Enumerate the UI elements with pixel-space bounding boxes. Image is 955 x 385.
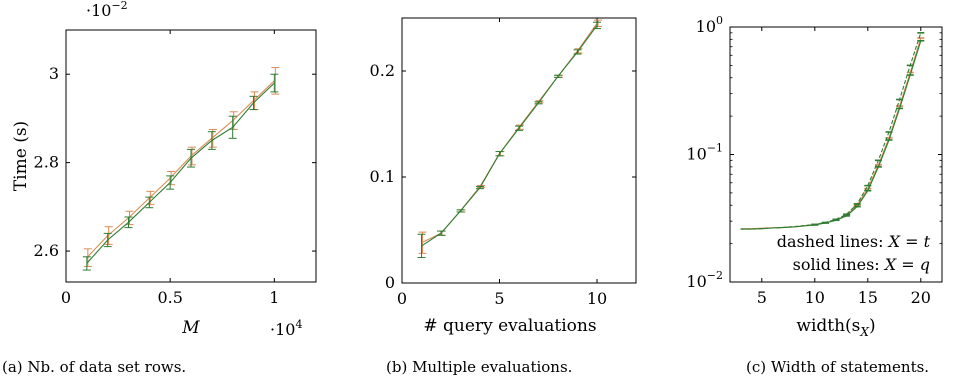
x-tick-label: 5 [494, 289, 504, 308]
x-axis-label-b: # query evaluations [423, 316, 596, 336]
x-tick-label: 0.5 [157, 288, 182, 307]
series-green-dashed [740, 32, 925, 230]
series-green-solid [740, 39, 925, 230]
ticks-c: 5 10 15 20 10−2 10−1 100 [686, 14, 942, 307]
series-b [417, 19, 602, 259]
y-tick-label: 10−1 [686, 142, 723, 164]
series-orange-solid [740, 37, 925, 230]
x-axis-label-c: width(sX) [796, 316, 875, 339]
caption-a: (a) Nb. of data set rows. [2, 358, 186, 376]
panel-c: 5 10 15 20 10−2 10−1 100 dashed lines: X = t s… [686, 14, 943, 376]
y-tick-label: 3 [49, 64, 59, 83]
caption-b: (b) Multiple evaluations. [386, 358, 572, 376]
y-axis-label-a: Time (s) [11, 121, 31, 191]
ticks-a: 0 0.5 1 2.6 2.8 3 [34, 30, 316, 307]
x-multiplier-a: ·104 [270, 318, 302, 339]
y-tick-label: 0.2 [370, 61, 395, 80]
series-green-solid [417, 21, 601, 259]
series-line [421, 22, 598, 244]
plot-frame-a [65, 29, 317, 283]
panel-a: ·10−2 0 0.5 1 2.6 2.8 3 Time (s) M ·104 (a) N… [2, 0, 317, 376]
caption-c: (c) Width of statements. [746, 358, 929, 376]
panel-b: 0 5 10 0 0.1 0.2 # query evaluations (b) Mult… [370, 17, 637, 376]
y-multiplier-a: ·10−2 [86, 0, 128, 20]
series-line [740, 32, 922, 230]
series-line [86, 82, 275, 264]
y-tick-label: 2.8 [34, 153, 59, 172]
x-axis-label-a: M [181, 318, 200, 338]
y-tick-label: 100 [696, 14, 723, 36]
x-tick-label: 20 [911, 288, 931, 307]
x-tick-label: 10 [805, 288, 825, 307]
x-tick-label: 5 [757, 288, 767, 307]
ticks-b: 0 5 10 0 0.1 0.2 [370, 18, 636, 308]
series-a [82, 67, 280, 271]
series-line [740, 37, 922, 230]
y-tick-label: 0.1 [370, 167, 395, 186]
y-tick-label: 0 [385, 273, 395, 292]
x-tick-label: 15 [858, 288, 878, 307]
annotation-solid: solid lines: X = q [793, 255, 930, 274]
series-c [740, 32, 925, 230]
y-tick-label: 2.6 [34, 241, 59, 260]
series-orange-solid [83, 67, 280, 268]
series-line [740, 40, 922, 230]
y-tick-label: 10−2 [686, 269, 723, 291]
plot-frame-b [401, 17, 637, 284]
annotation-dashed: dashed lines: X = t [777, 232, 931, 251]
x-tick-label: 0 [61, 288, 71, 307]
x-tick-label: 10 [587, 289, 607, 308]
x-tick-label: 1 [269, 288, 279, 307]
x-tick-label: 0 [397, 289, 407, 308]
series-green-solid [82, 73, 279, 271]
series-line [421, 25, 598, 247]
series-line [86, 80, 275, 259]
